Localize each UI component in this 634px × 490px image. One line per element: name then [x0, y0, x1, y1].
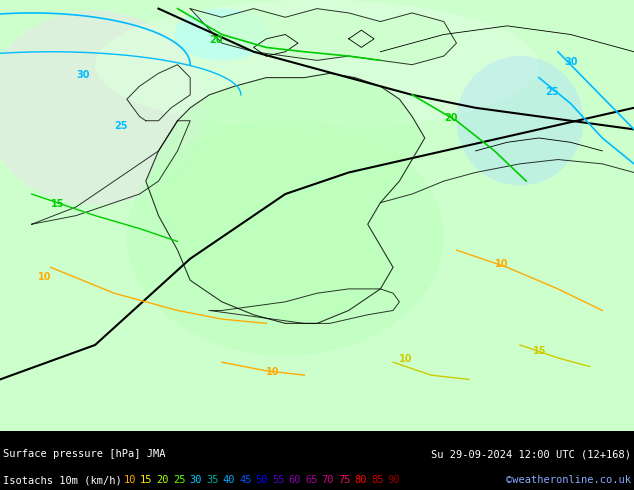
Text: Isotachs 10m (km/h): Isotachs 10m (km/h) — [3, 475, 134, 486]
PathPatch shape — [146, 74, 425, 323]
Text: 55: 55 — [272, 475, 285, 486]
Text: Surface pressure [hPa] JMA: Surface pressure [hPa] JMA — [3, 449, 165, 460]
Text: 20: 20 — [157, 475, 169, 486]
Ellipse shape — [127, 119, 444, 356]
Text: 90: 90 — [387, 475, 400, 486]
Text: 40: 40 — [223, 475, 235, 486]
Text: 10: 10 — [38, 272, 51, 282]
Text: 15: 15 — [533, 345, 546, 356]
Text: 75: 75 — [338, 475, 351, 486]
PathPatch shape — [190, 9, 456, 65]
Text: 85: 85 — [371, 475, 384, 486]
Ellipse shape — [456, 56, 583, 185]
Text: 30: 30 — [76, 70, 89, 79]
Text: 10: 10 — [399, 354, 413, 364]
Text: 50: 50 — [256, 475, 268, 486]
Ellipse shape — [0, 11, 206, 205]
Text: 20: 20 — [444, 113, 457, 122]
Text: 20: 20 — [209, 35, 223, 45]
Text: 25: 25 — [545, 87, 559, 97]
Text: 30: 30 — [564, 57, 578, 67]
Text: 25: 25 — [114, 122, 127, 131]
Text: 10: 10 — [124, 475, 136, 486]
Text: 65: 65 — [305, 475, 318, 486]
Text: 60: 60 — [288, 475, 301, 486]
Text: 30: 30 — [190, 475, 202, 486]
Text: 10: 10 — [495, 259, 508, 270]
Ellipse shape — [95, 0, 539, 129]
Text: 70: 70 — [321, 475, 334, 486]
Text: 25: 25 — [173, 475, 186, 486]
Text: ©weatheronline.co.uk: ©weatheronline.co.uk — [506, 475, 631, 486]
Ellipse shape — [174, 9, 269, 60]
Text: 15: 15 — [140, 475, 153, 486]
Text: 80: 80 — [354, 475, 367, 486]
Text: 45: 45 — [239, 475, 252, 486]
Text: 35: 35 — [206, 475, 219, 486]
Text: Su 29-09-2024 12:00 UTC (12+168): Su 29-09-2024 12:00 UTC (12+168) — [431, 449, 631, 460]
Text: 15: 15 — [51, 199, 64, 209]
Text: 10: 10 — [266, 367, 280, 377]
